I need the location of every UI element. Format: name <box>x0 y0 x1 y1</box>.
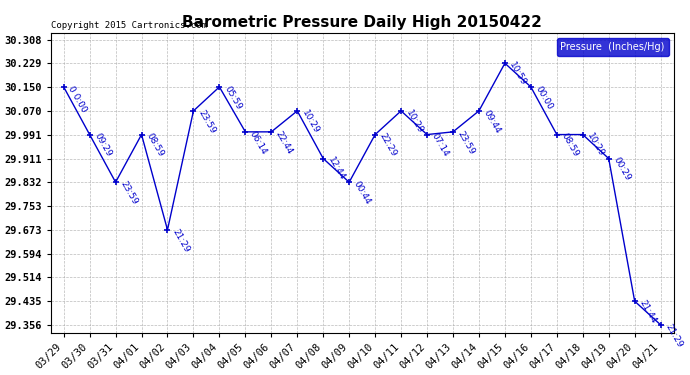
Text: 23:59: 23:59 <box>196 108 217 135</box>
Text: 0 0:00: 0 0:00 <box>66 84 88 114</box>
Text: 08:59: 08:59 <box>560 132 580 159</box>
Text: 06:14: 06:14 <box>248 129 269 156</box>
Text: 10:29: 10:29 <box>586 132 607 159</box>
Text: 21:29: 21:29 <box>663 322 684 349</box>
Text: 00:00: 00:00 <box>533 84 554 111</box>
Text: 07:14: 07:14 <box>430 132 451 159</box>
Text: 00:44: 00:44 <box>352 179 373 206</box>
Text: 12:44: 12:44 <box>326 156 346 182</box>
Text: 23:59: 23:59 <box>119 179 139 206</box>
Text: 09:29: 09:29 <box>92 132 113 159</box>
Text: 05:59: 05:59 <box>222 84 243 111</box>
Text: 10:59: 10:59 <box>508 60 529 87</box>
Text: 23:59: 23:59 <box>456 129 476 156</box>
Text: 10:29: 10:29 <box>404 108 424 135</box>
Text: 22:44: 22:44 <box>274 129 295 156</box>
Text: 21:29: 21:29 <box>170 227 191 254</box>
Legend: Pressure  (Inches/Hg): Pressure (Inches/Hg) <box>557 38 669 56</box>
Text: 22:29: 22:29 <box>378 132 398 158</box>
Text: 10:29: 10:29 <box>300 108 321 135</box>
Text: 21:44: 21:44 <box>638 298 658 325</box>
Text: 00:29: 00:29 <box>611 156 632 183</box>
Title: Barometric Pressure Daily High 20150422: Barometric Pressure Daily High 20150422 <box>182 15 542 30</box>
Text: Copyright 2015 Cartronics.com: Copyright 2015 Cartronics.com <box>50 21 206 30</box>
Text: 08:59: 08:59 <box>144 132 165 159</box>
Text: 09:44: 09:44 <box>482 108 502 135</box>
